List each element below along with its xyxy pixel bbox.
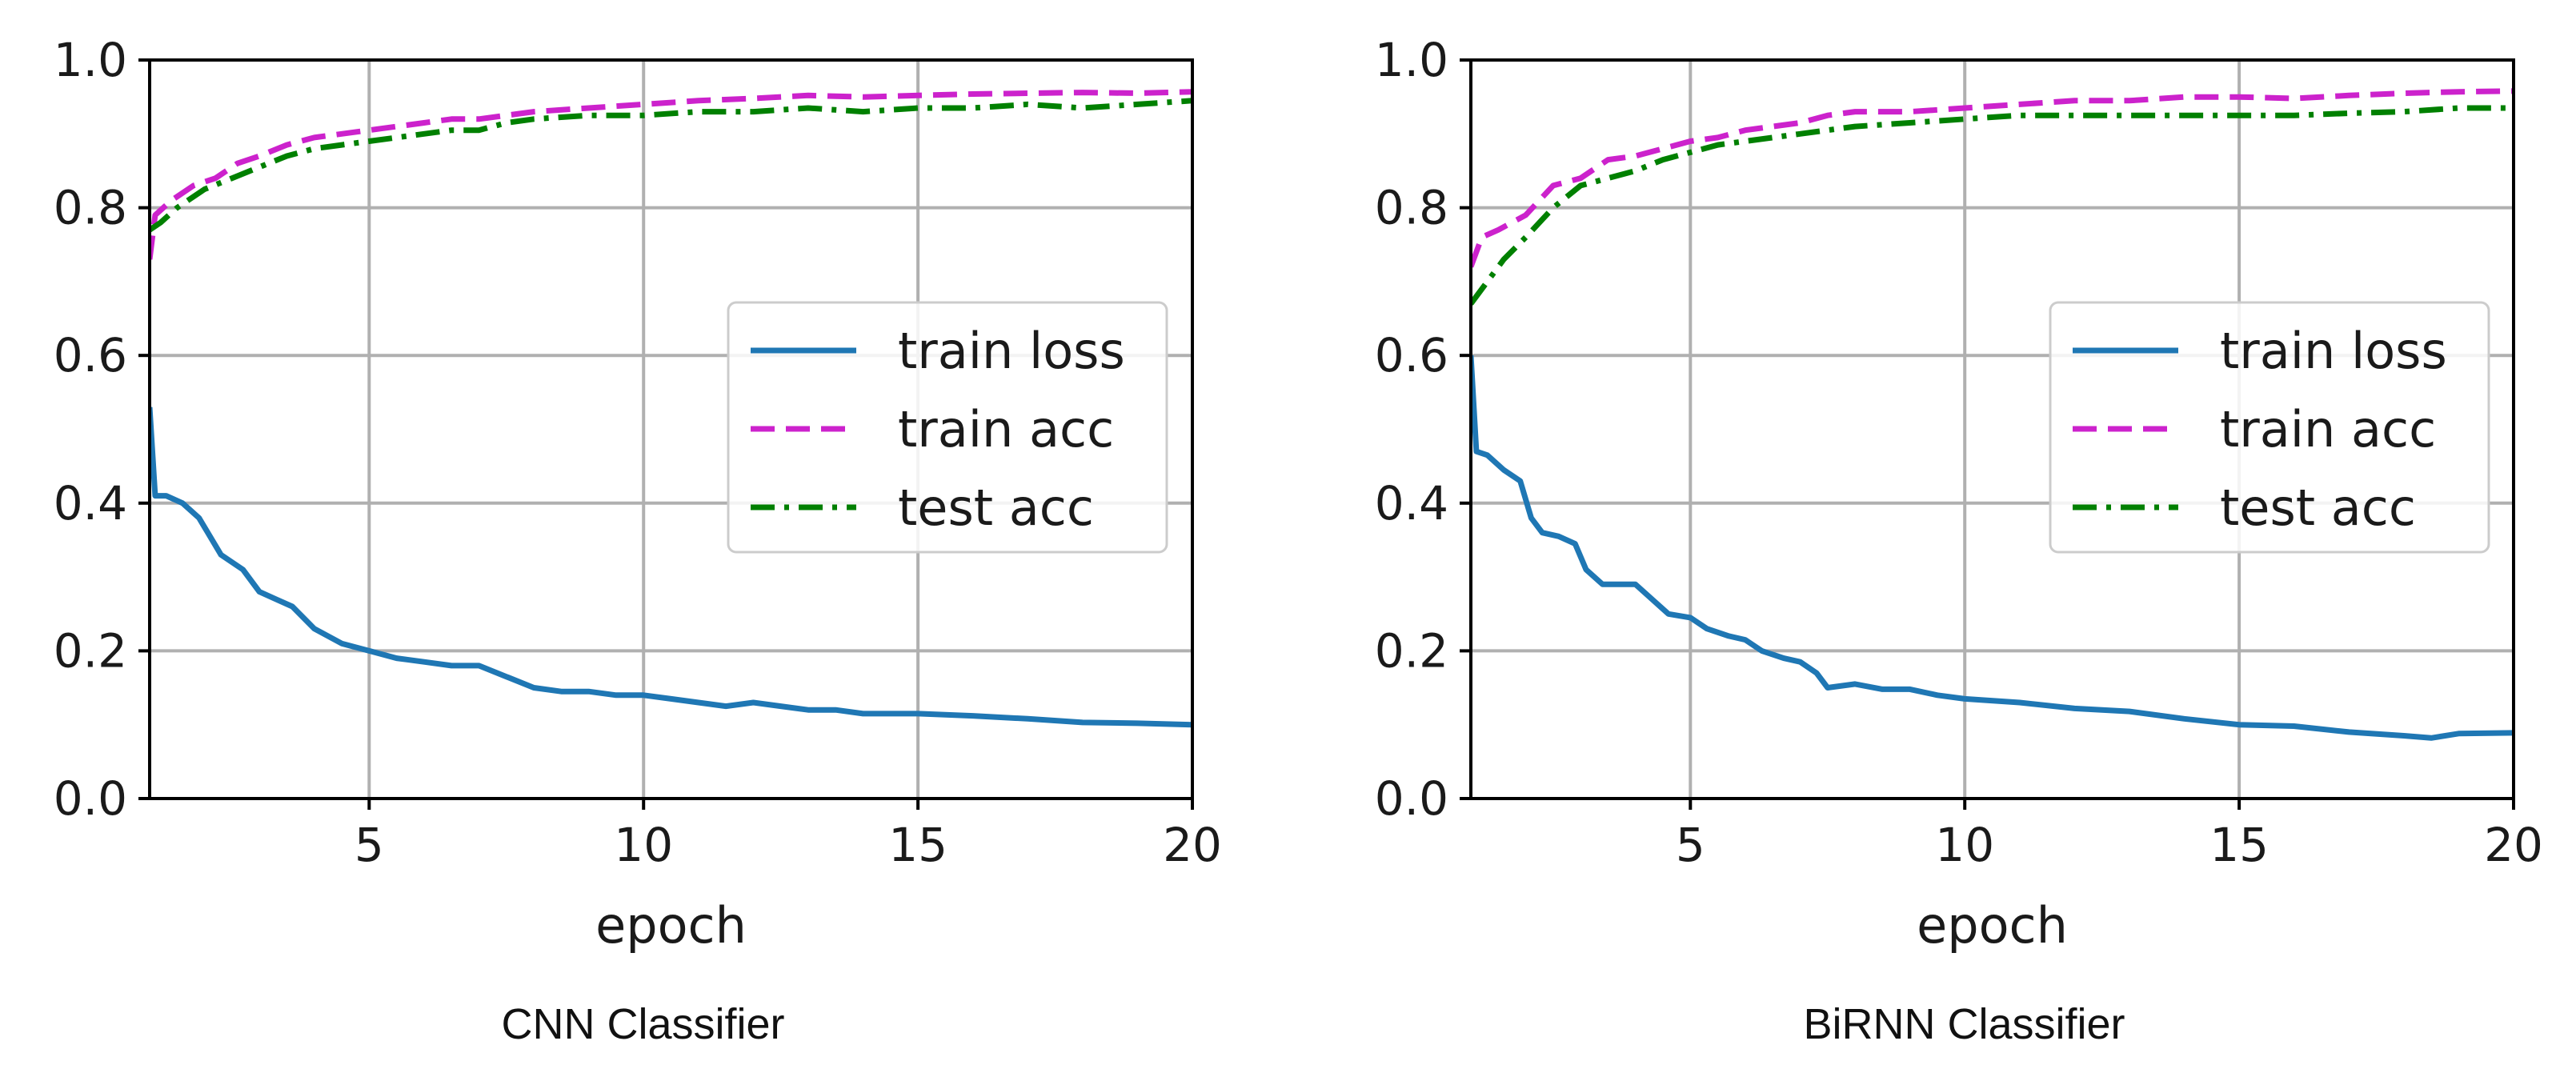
x-tick-label: 20 xyxy=(2484,818,2543,872)
x-tick-label: 15 xyxy=(2209,818,2269,872)
y-tick-label: 0.0 xyxy=(1375,771,1448,826)
series-line-test-acc xyxy=(150,98,1192,233)
x-axis-label: epoch xyxy=(595,896,747,955)
legend-entry-label: train loss xyxy=(2220,322,2447,380)
y-tick-label: 0.8 xyxy=(1375,181,1448,235)
legend: train loss train acc test acc xyxy=(2049,301,2490,554)
series-line-train-loss xyxy=(1471,354,2514,741)
legend-box xyxy=(2049,301,2490,554)
y-tick-label: 0.4 xyxy=(1375,476,1448,530)
legend-box xyxy=(727,301,1168,554)
series-line-train-acc xyxy=(1471,88,2514,268)
y-tick-label: 0.0 xyxy=(54,771,127,826)
series-line-train-loss xyxy=(150,406,1192,728)
y-tick-label: 0.4 xyxy=(54,476,127,530)
legend-entry-label: train acc xyxy=(2220,400,2436,458)
y-tick-label: 0.2 xyxy=(54,623,127,678)
y-tick-label: 0.6 xyxy=(54,328,127,382)
y-tick-label: 0.8 xyxy=(54,181,127,235)
x-axis-label: epoch xyxy=(1917,896,2068,955)
x-tick-label: 20 xyxy=(1163,818,1222,872)
chart-caption: CNN Classifier xyxy=(501,1000,784,1048)
x-tick-label: 15 xyxy=(888,818,947,872)
plot-frame xyxy=(1469,58,2515,800)
legend-entry-label: test acc xyxy=(2220,478,2416,537)
series-line-train-acc xyxy=(150,89,1192,260)
x-tick-label: 10 xyxy=(614,818,673,872)
x-tick-label: 5 xyxy=(1676,818,1705,872)
legend: train loss train acc test acc xyxy=(727,301,1168,554)
legend-entry-label: train acc xyxy=(898,400,1114,458)
x-tick-label: 5 xyxy=(355,818,384,872)
panel-birnn-classifier: 5 10 15 20 0.0 0.2 0.4 0.6 0.8 1.0 epoch BiRNN Clas… xyxy=(1375,33,2543,1048)
y-tick-label: 0.6 xyxy=(1375,328,1448,382)
y-tick-label: 0.2 xyxy=(1375,623,1448,678)
series-line-test-acc xyxy=(1471,105,2514,306)
legend-entry-label: test acc xyxy=(898,478,1094,537)
y-tick-label: 1.0 xyxy=(1375,33,1448,87)
panel-cnn-classifier: 5 10 15 20 0.0 0.2 0.4 0.6 0.8 1.0 epoch CNN Classi… xyxy=(54,33,1222,1048)
y-tick-label: 1.0 xyxy=(54,33,127,87)
legend-entry-label: train loss xyxy=(898,322,1125,380)
x-tick-label: 10 xyxy=(1935,818,1994,872)
chart-caption: BiRNN Classifier xyxy=(1803,1000,2125,1048)
plot-frame xyxy=(148,58,1194,800)
